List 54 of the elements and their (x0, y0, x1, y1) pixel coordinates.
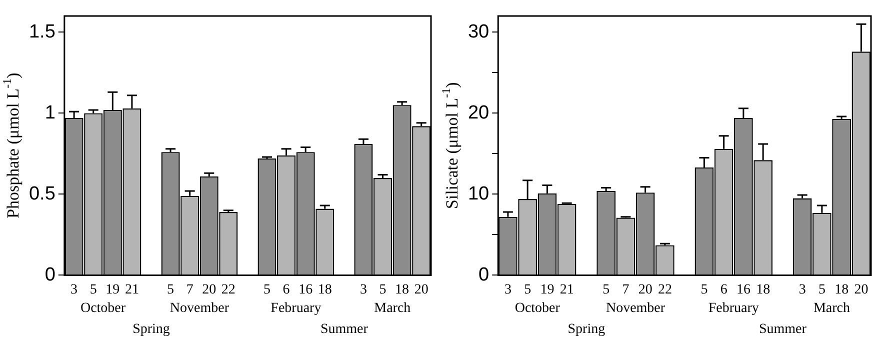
x-tick-label: 20 (202, 282, 216, 298)
x-tick-label: 19 (540, 282, 554, 298)
x-tick-label: 5 (90, 282, 97, 298)
x-tick-label: 18 (318, 282, 332, 298)
y-tick-label: 1.5 (28, 21, 56, 42)
text: February (270, 300, 322, 316)
text: March (813, 300, 850, 316)
y-tick-label: 20 (468, 102, 490, 124)
y-tick-label: 1 (44, 102, 56, 124)
x-tick-label: 19 (106, 282, 120, 298)
x-tick-label: 20 (414, 282, 428, 298)
x-tick-label: 20 (638, 282, 652, 298)
text: Summer (320, 322, 368, 337)
y-tick-label: 0 (478, 264, 490, 286)
text: October (80, 300, 126, 316)
x-tick-label: 18 (395, 282, 410, 298)
x-tick-label: 3 (360, 282, 367, 298)
x-tick-label: 22 (658, 282, 672, 298)
text: March (374, 300, 411, 316)
x-tick-label: 5 (167, 282, 174, 298)
x-tick-label: 18 (834, 282, 849, 298)
x-tick-label: 5 (524, 282, 532, 298)
text: Spring (132, 322, 170, 337)
x-tick-label: 22 (221, 282, 236, 298)
y-axis-title: Phosphate (μmol L-1) (0, 72, 22, 218)
x-tick-label: 5 (602, 282, 610, 298)
x-tick-label: 7 (186, 282, 194, 298)
y-tick-label: 30 (468, 21, 490, 42)
x-tick-label: 16 (736, 282, 750, 298)
y-tick-label: 0.5 (28, 183, 56, 204)
x-tick-label: 5 (379, 282, 386, 298)
x-tick-label: 18 (756, 282, 770, 298)
x-tick-label: 3 (504, 282, 512, 298)
x-tick-label: 21 (124, 282, 139, 298)
text: October (514, 300, 560, 316)
text: November (170, 300, 230, 316)
x-tick-label: 5 (264, 282, 270, 298)
text: February (708, 300, 759, 316)
x-tick-label: 21 (560, 282, 574, 298)
y-tick-label: 0 (44, 264, 56, 286)
x-tick-label: 6 (720, 282, 728, 298)
text: Summer (758, 322, 807, 337)
x-tick-label: 7 (622, 282, 630, 298)
text: November (606, 300, 666, 316)
y-tick-label: 10 (468, 183, 490, 204)
x-tick-label: 6 (282, 282, 290, 298)
x-tick-label: 3 (798, 282, 806, 298)
x-tick-label: 16 (298, 282, 313, 298)
x-tick-label: 5 (700, 282, 708, 298)
x-tick-label: 20 (854, 282, 868, 298)
y-axis-title: Silicate (μmol L-1) (439, 82, 462, 209)
text: Spring (568, 322, 606, 337)
x-tick-label: 3 (70, 282, 78, 298)
x-tick-label: 5 (818, 282, 826, 298)
